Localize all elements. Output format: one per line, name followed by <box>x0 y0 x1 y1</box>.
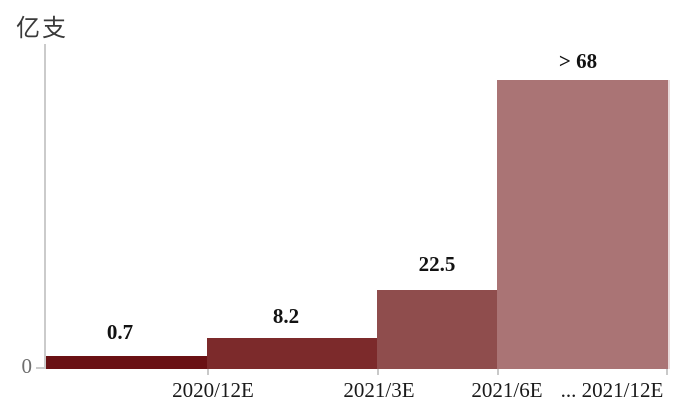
bar-value-label: 0.7 <box>106 320 134 344</box>
x-axis-label: 2021/3E <box>343 378 415 402</box>
y-axis-zero-tick <box>36 367 45 369</box>
y-axis-unit-label: 亿支 <box>16 16 68 42</box>
x-axis-tick <box>666 369 668 375</box>
bar-value-label: 8.2 <box>272 304 300 328</box>
bar <box>497 80 670 369</box>
x-axis-tick <box>207 369 209 375</box>
x-axis-label: 2020/12E <box>172 378 254 402</box>
bar <box>46 356 207 369</box>
x-axis-tick <box>497 369 499 375</box>
x-axis-label: ... 2021/12E <box>560 378 664 402</box>
bar <box>207 338 377 369</box>
x-axis-tick <box>377 369 379 375</box>
x-axis-label: 2021/6E <box>471 378 543 402</box>
bar <box>377 290 497 369</box>
bar-value-label: > 68 <box>558 49 598 73</box>
bar-value-label: 22.5 <box>418 252 456 276</box>
y-axis-line <box>44 44 46 369</box>
y-axis-zero-label: 0 <box>21 354 33 378</box>
